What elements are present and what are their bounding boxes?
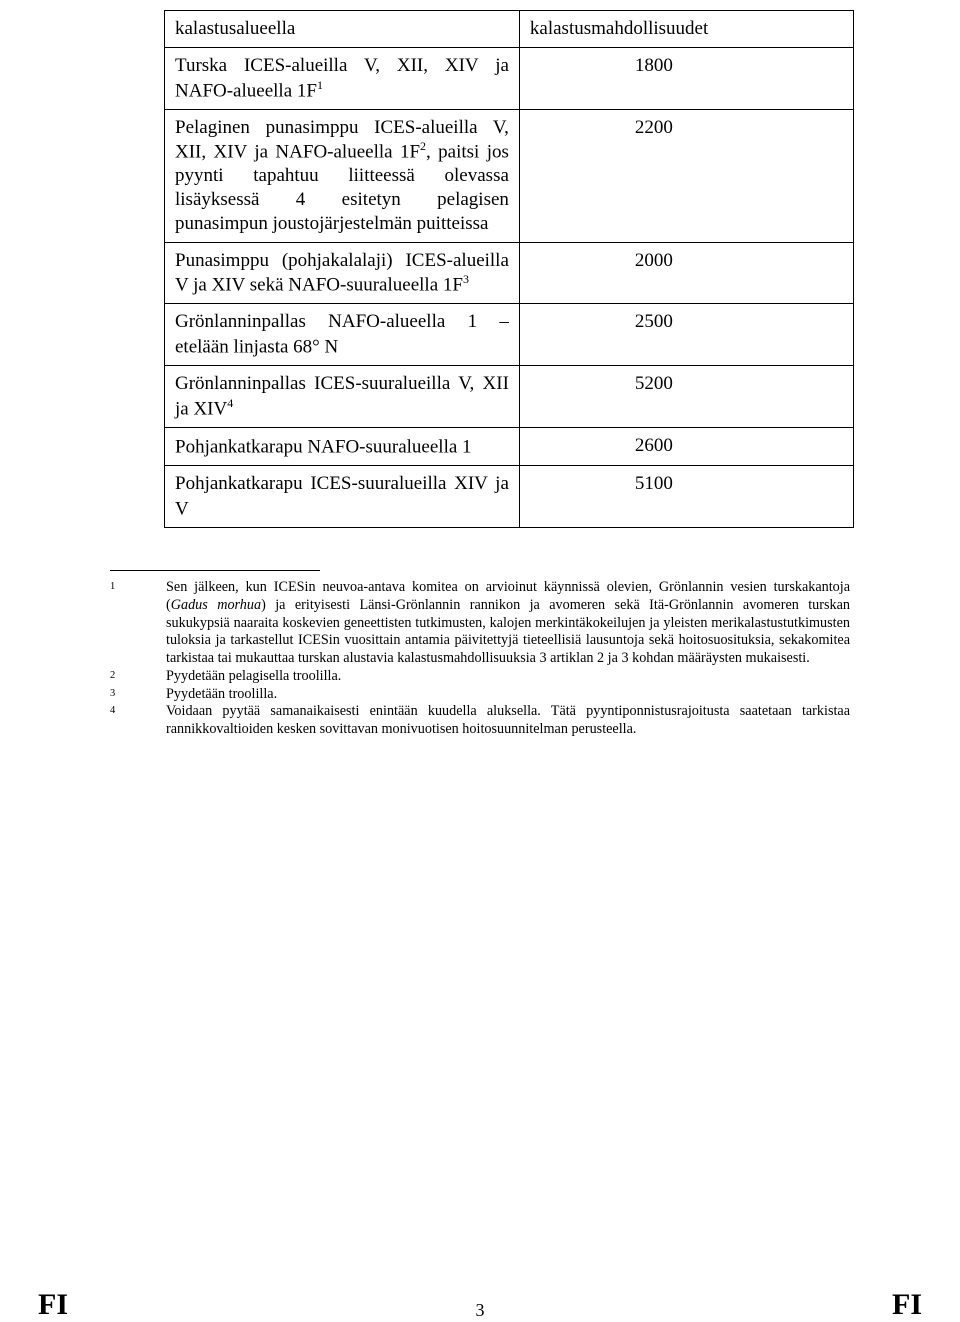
footnote-separator: [110, 570, 320, 571]
label-text: Pohjankatkarapu ICES-suuralueilla XIV ja…: [175, 473, 509, 519]
row-value: 5100: [519, 466, 853, 528]
row-label: Grönlanninpallas ICES-suuralueilla V, XI…: [165, 366, 520, 428]
row-label: Pelaginen punasimppu ICES-alueilla V, XI…: [165, 109, 520, 242]
label-text: Turska ICES-alueilla V, XII, XIV ja NAFO…: [175, 55, 509, 101]
row-value: 2000: [519, 242, 853, 304]
row-value: 2200: [519, 109, 853, 242]
footer-right-label: FI: [892, 1288, 922, 1322]
allocation-table: kalastusalueella kalastusmahdollisuudet …: [164, 10, 854, 528]
label-text: Grönlanninpallas ICES-suuralueilla V, XI…: [175, 373, 509, 419]
footnote: 1 Sen jälkeen, kun ICESin neuvoa-antava …: [110, 579, 850, 668]
footnote-text: Sen jälkeen, kun ICESin neuvoa-antava ko…: [166, 579, 850, 668]
row-value: 1800: [519, 47, 853, 109]
table-row: Grönlanninpallas NAFO-alueella 1 – etelä…: [165, 304, 854, 366]
header-left: kalastusalueella: [165, 11, 520, 48]
table-row: Grönlanninpallas ICES-suuralueilla V, XI…: [165, 366, 854, 428]
row-label: Pohjankatkarapu NAFO-suuralueella 1: [165, 428, 520, 466]
row-value: 2500: [519, 304, 853, 366]
label-text: Grönlanninpallas NAFO-alueella 1 – etelä…: [175, 311, 509, 357]
table-row: Turska ICES-alueilla V, XII, XIV ja NAFO…: [165, 47, 854, 109]
label-sup: 4: [227, 396, 233, 410]
footnote-text: Pyydetään troolilla.: [166, 686, 850, 704]
header-right: kalastusmahdollisuudet: [519, 11, 853, 48]
footnote-text-part: ) ja erityisesti Länsi-Grönlannin rannik…: [166, 597, 850, 666]
footer-page-number: 3: [0, 1300, 960, 1321]
footnote-number: 3: [110, 686, 166, 704]
table-row: Pelaginen punasimppu ICES-alueilla V, XI…: [165, 109, 854, 242]
footnote-number: 2: [110, 668, 166, 686]
footnote-number: 1: [110, 579, 166, 668]
label-sup: 1: [317, 78, 323, 92]
table-row: Pohjankatkarapu NAFO-suuralueella 1 2600: [165, 428, 854, 466]
row-label: Pohjankatkarapu ICES-suuralueilla XIV ja…: [165, 466, 520, 528]
document-page: kalastusalueella kalastusmahdollisuudet …: [0, 0, 960, 1310]
footnote: 3 Pyydetään troolilla.: [110, 686, 850, 704]
table-header-row: kalastusalueella kalastusmahdollisuudet: [165, 11, 854, 48]
footnote-text: Pyydetään pelagisella troolilla.: [166, 668, 850, 686]
footnote-text: Voidaan pyytää samanaikaisesti enintään …: [166, 703, 850, 739]
footnote-number: 4: [110, 703, 166, 739]
row-value: 2600: [519, 428, 853, 466]
row-value: 5200: [519, 366, 853, 428]
row-label: Turska ICES-alueilla V, XII, XIV ja NAFO…: [165, 47, 520, 109]
label-text: Pohjankatkarapu NAFO-suuralueella 1: [175, 436, 472, 457]
label-sup: 3: [463, 272, 469, 286]
footnote: 4 Voidaan pyytää samanaikaisesti enintää…: [110, 703, 850, 739]
row-label: Punasimppu (pohjakalalaji) ICES-alueilla…: [165, 242, 520, 304]
footnote-text-italic: Gadus morhua: [171, 597, 261, 613]
table-row: Punasimppu (pohjakalalaji) ICES-alueilla…: [165, 242, 854, 304]
row-label: Grönlanninpallas NAFO-alueella 1 – etelä…: [165, 304, 520, 366]
footnote: 2 Pyydetään pelagisella troolilla.: [110, 668, 850, 686]
table-row: Pohjankatkarapu ICES-suuralueilla XIV ja…: [165, 466, 854, 528]
footnotes-block: 1 Sen jälkeen, kun ICESin neuvoa-antava …: [110, 579, 850, 739]
label-text: Punasimppu (pohjakalalaji) ICES-alueilla…: [175, 250, 509, 296]
